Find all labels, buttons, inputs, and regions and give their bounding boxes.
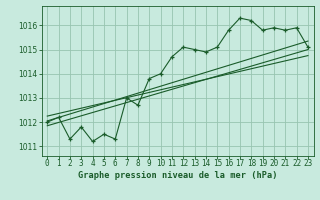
X-axis label: Graphe pression niveau de la mer (hPa): Graphe pression niveau de la mer (hPa)	[78, 171, 277, 180]
